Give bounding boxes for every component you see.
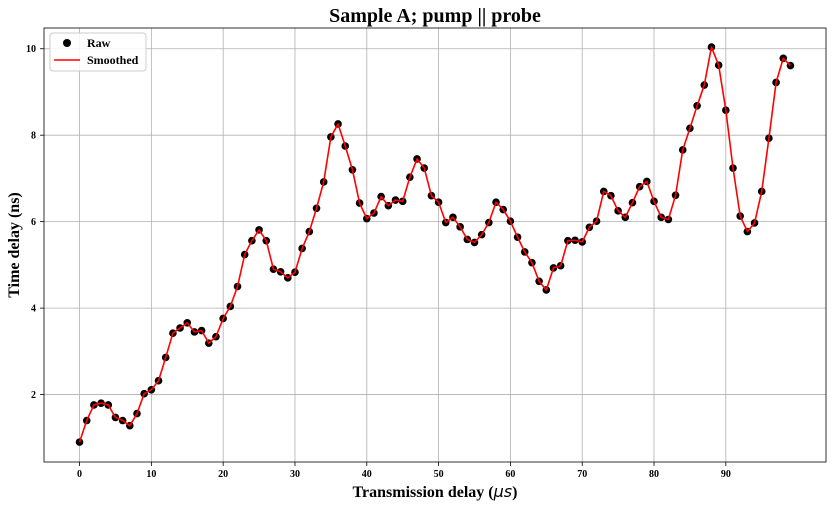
- legend-box: [49, 32, 147, 72]
- x-axis-label-text: Transmission delay (: [353, 484, 494, 501]
- chart-title: Sample A; pump || probe: [329, 5, 541, 27]
- y-tick-label: 2: [31, 390, 36, 401]
- series-layer: [75, 43, 795, 446]
- x-tick-label: 50: [434, 469, 444, 480]
- legend: Raw Smoothed: [49, 32, 147, 72]
- legend-raw-marker: [63, 39, 71, 47]
- x-tick-label: 80: [649, 469, 659, 480]
- x-tick-label: 60: [505, 469, 515, 480]
- x-tick-label: 30: [290, 469, 300, 480]
- x-axis-label-unit: μs: [493, 482, 513, 501]
- y-axis-label: Time delay (ns): [6, 192, 23, 297]
- legend-smoothed-label: Smoothed: [87, 53, 139, 67]
- plot-area-frame: [43, 27, 827, 463]
- grid-layer: [44, 28, 826, 462]
- x-axis-label: Transmission delay (μs): [353, 482, 518, 501]
- x-tick-label: 20: [218, 469, 228, 480]
- y-tick-label: 8: [31, 131, 36, 142]
- y-tick-label: 4: [31, 304, 36, 315]
- x-tick-label: 70: [577, 469, 587, 480]
- y-tick-label: 6: [31, 217, 36, 228]
- legend-raw-label: Raw: [87, 36, 111, 50]
- x-tick-label: 10: [146, 469, 156, 480]
- x-tick-label: 40: [362, 469, 372, 480]
- x-tick-label: 0: [77, 469, 82, 480]
- x-axis-label-close: ): [512, 484, 517, 501]
- smoothed-series-line: [78, 46, 792, 443]
- x-tick-label: 90: [721, 469, 731, 480]
- y-tick-label: 10: [26, 44, 36, 55]
- ticks-layer: 0 10 20 30 40 50 60 70 80 90 2 4 6 8 10: [26, 44, 731, 480]
